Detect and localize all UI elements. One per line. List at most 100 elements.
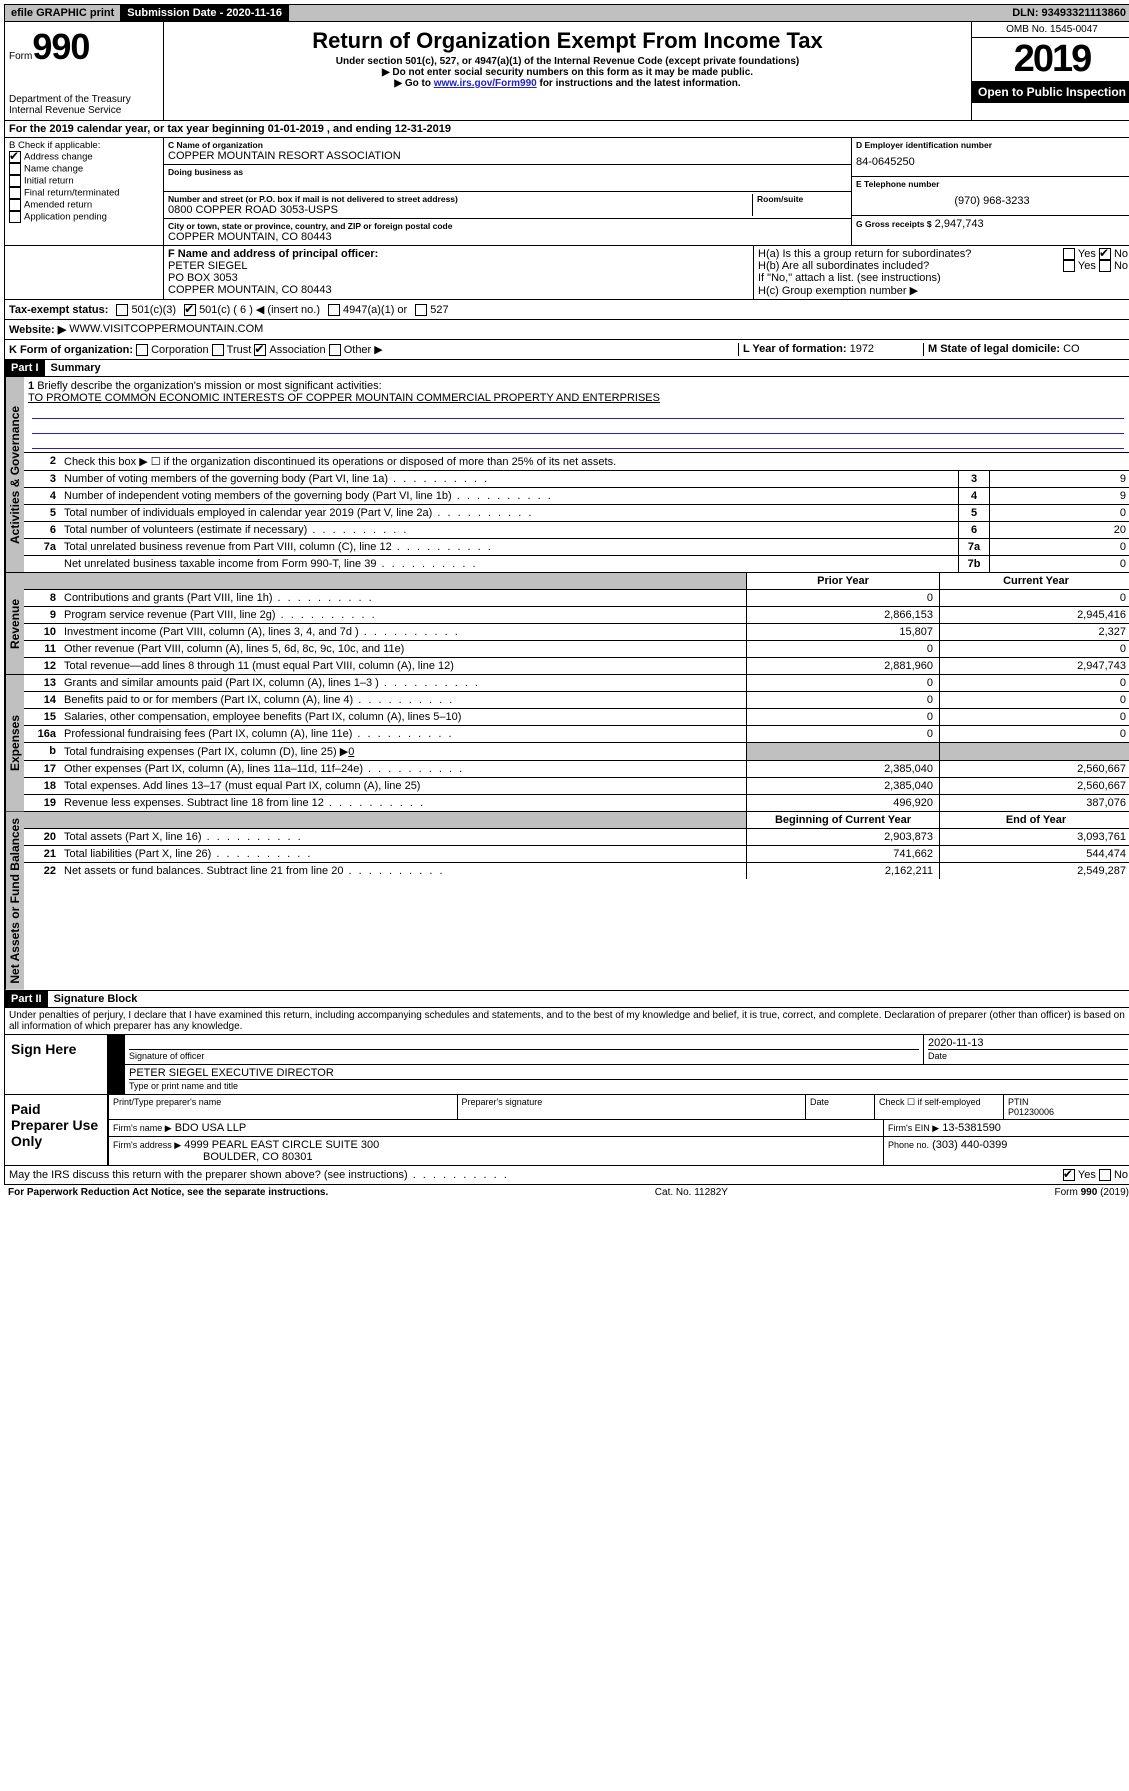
officer-print-name: PETER SIEGEL EXECUTIVE DIRECTOR — [129, 1067, 1128, 1080]
v7a: 0 — [989, 539, 1129, 555]
discuss-yes[interactable]: Yes — [1063, 1169, 1096, 1181]
l3: Number of voting members of the governin… — [60, 471, 958, 487]
subtitle-1: Under section 501(c), 527, or 4947(a)(1)… — [172, 56, 963, 67]
officer-addr2: COPPER MOUNTAIN, CO 80443 — [168, 284, 749, 296]
chk-initial-return[interactable]: Initial return — [9, 175, 159, 187]
street: 0800 COPPER ROAD 3053-USPS — [168, 204, 752, 216]
firm-name: BDO USA LLP — [175, 1122, 247, 1134]
v6: 20 — [989, 522, 1129, 538]
e21: 544,474 — [939, 846, 1129, 862]
city-label: City or town, state or province, country… — [168, 221, 847, 231]
ptin-lbl: PTIN — [1008, 1097, 1029, 1107]
chk-501c3[interactable]: 501(c)(3) — [116, 304, 176, 316]
dln: DLN: 93493321113860 — [1006, 5, 1129, 21]
chk-4947[interactable]: 4947(a)(1) or — [328, 304, 407, 316]
chk-corp[interactable]: Corporation — [136, 344, 208, 356]
chk-assoc[interactable]: Association — [254, 344, 325, 356]
l12: Total revenue—add lines 8 through 11 (mu… — [60, 658, 746, 674]
l7a: Total unrelated business revenue from Pa… — [60, 539, 958, 555]
c16a: 0 — [939, 726, 1129, 742]
b20: 2,903,873 — [746, 829, 939, 845]
p19: 496,920 — [746, 795, 939, 811]
chk-501c[interactable]: 501(c) ( 6 ) ◀ (insert no.) — [184, 303, 320, 316]
dept-irs: Internal Revenue Service — [9, 105, 159, 116]
chk-trust[interactable]: Trust — [212, 344, 252, 356]
paid-preparer-block: Paid Preparer Use Only Print/Type prepar… — [4, 1095, 1129, 1166]
korg-row: K Form of organization: Corporation Trus… — [4, 340, 1129, 360]
part-2-header: Part II Signature Block — [4, 991, 1129, 1008]
c10: 2,327 — [939, 624, 1129, 640]
p12: 2,881,960 — [746, 658, 939, 674]
chk-final-return[interactable]: Final return/terminated — [9, 187, 159, 199]
firm-phone-lbl: Phone no. — [888, 1140, 929, 1150]
h-b-note: If "No," attach a list. (see instruction… — [758, 272, 1128, 284]
efile-label: efile GRAPHIC print — [5, 5, 121, 21]
l21: Total liabilities (Part X, line 26) — [60, 846, 746, 862]
pd-lbl: Date — [805, 1095, 874, 1119]
l19: Revenue less expenses. Subtract line 18 … — [60, 795, 746, 811]
c15: 0 — [939, 709, 1129, 725]
l9: Program service revenue (Part VIII, line… — [60, 607, 746, 623]
l15: Salaries, other compensation, employee b… — [60, 709, 746, 725]
l7b: Net unrelated business taxable income fr… — [60, 556, 958, 572]
h-c: H(c) Group exemption number ▶ — [758, 284, 1128, 297]
h-a: H(a) Is this a group return for subordin… — [758, 248, 1128, 260]
hdr-current: Current Year — [939, 573, 1129, 589]
sign-here-block: Sign Here Signature of officer 2020-11-1… — [4, 1035, 1129, 1095]
dba-label: Doing business as — [168, 167, 847, 177]
p18: 2,385,040 — [746, 778, 939, 794]
form-title: Return of Organization Exempt From Incom… — [172, 28, 963, 54]
chk-527[interactable]: 527 — [415, 304, 448, 316]
c18: 2,560,667 — [939, 778, 1129, 794]
c12: 2,947,743 — [939, 658, 1129, 674]
sign-here-label: Sign Here — [5, 1035, 109, 1094]
cat-no: Cat. No. 11282Y — [655, 1187, 728, 1198]
domicile-label: M State of legal domicile: — [928, 343, 1060, 355]
subtitle-2: Do not enter social security numbers on … — [172, 67, 963, 78]
e22: 2,549,287 — [939, 863, 1129, 879]
chk-amended[interactable]: Amended return — [9, 199, 159, 211]
form-ref: Form 990 (2019) — [1055, 1187, 1129, 1198]
tab-governance: Activities & Governance — [5, 377, 24, 572]
l8: Contributions and grants (Part VIII, lin… — [60, 590, 746, 606]
tab-net: Net Assets or Fund Balances — [5, 812, 24, 990]
officer-name: PETER SIEGEL — [168, 260, 749, 272]
l14: Benefits paid to or for members (Part IX… — [60, 692, 746, 708]
print-name-label: Type or print name and title — [129, 1081, 238, 1091]
org-name: COPPER MOUNTAIN RESORT ASSOCIATION — [168, 150, 847, 162]
perjury-text: Under penalties of perjury, I declare th… — [4, 1008, 1129, 1035]
room-label: Room/suite — [757, 194, 847, 204]
c13: 0 — [939, 675, 1129, 691]
gross-label: G Gross receipts $ — [856, 219, 932, 229]
discuss-q: May the IRS discuss this return with the… — [9, 1169, 509, 1181]
ps-lbl: Preparer's signature — [457, 1095, 806, 1119]
revenue-section: Revenue Prior YearCurrent Year 8Contribu… — [4, 573, 1129, 675]
activities-governance: Activities & Governance 1 Briefly descri… — [4, 377, 1129, 573]
chk-other[interactable]: Other ▶ — [329, 344, 383, 356]
discuss-row: May the IRS discuss this return with the… — [4, 1166, 1129, 1185]
pt-lbl: Print/Type preparer's name — [109, 1095, 457, 1119]
phone-label: E Telephone number — [856, 179, 1128, 189]
l6: Total number of volunteers (estimate if … — [60, 522, 958, 538]
l4: Number of independent voting members of … — [60, 488, 958, 504]
chk-application-pending[interactable]: Application pending — [9, 211, 159, 223]
form990-link[interactable]: www.irs.gov/Form990 — [434, 78, 537, 89]
l5: Total number of individuals employed in … — [60, 505, 958, 521]
self-emp[interactable]: Check ☐ if self-employed — [874, 1095, 1003, 1119]
chk-address-change[interactable]: Address change — [9, 151, 159, 163]
l16b: Total fundraising expenses (Part IX, col… — [60, 743, 746, 760]
discuss-no[interactable]: No — [1099, 1169, 1128, 1181]
c9: 2,945,416 — [939, 607, 1129, 623]
dept-treasury: Department of the Treasury — [9, 94, 159, 105]
l1-label: Briefly describe the organization's miss… — [37, 380, 381, 392]
c8: 0 — [939, 590, 1129, 606]
firm-lbl: Firm's name ▶ — [113, 1123, 172, 1133]
hdr-eoy: End of Year — [939, 812, 1129, 828]
chk-name-change[interactable]: Name change — [9, 163, 159, 175]
firm-ein: 13-5381590 — [942, 1122, 1001, 1134]
expenses-section: Expenses 13Grants and similar amounts pa… — [4, 675, 1129, 812]
omb-number: OMB No. 1545-0047 — [972, 22, 1129, 38]
entity-block: B Check if applicable: Address change Na… — [4, 138, 1129, 246]
firm-addr1: 4999 PEARL EAST CIRCLE SUITE 300 — [184, 1139, 379, 1151]
l11: Other revenue (Part VIII, column (A), li… — [60, 641, 746, 657]
